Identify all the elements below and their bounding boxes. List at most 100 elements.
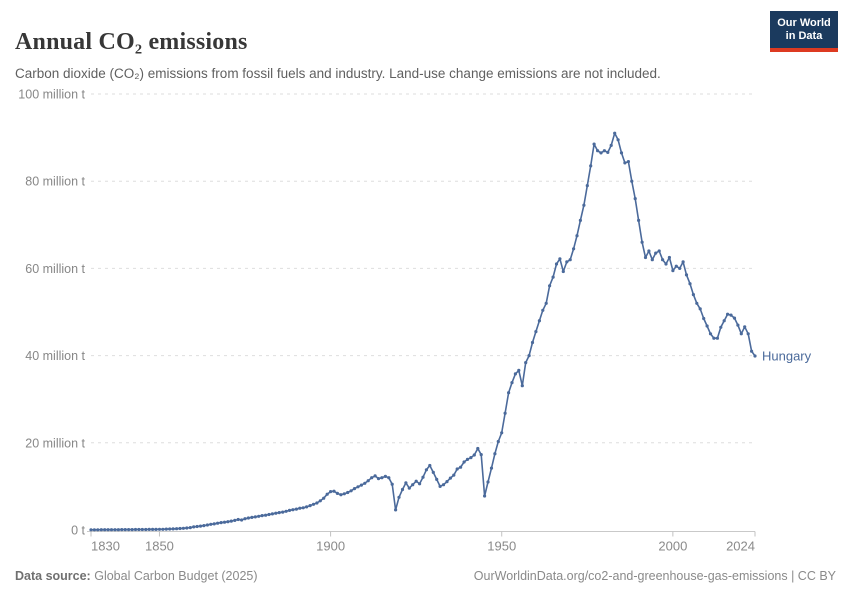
data-point[interactable] [352,487,357,491]
data-point[interactable] [96,528,100,532]
data-point[interactable] [298,506,302,510]
data-point[interactable] [489,466,494,470]
data-point[interactable] [554,262,559,266]
data-point[interactable] [418,482,422,486]
data-point[interactable] [363,481,367,485]
data-point[interactable] [678,266,682,270]
data-point[interactable] [483,494,487,498]
data-point-markers[interactable] [89,131,757,532]
data-point[interactable] [664,262,668,266]
data-point[interactable] [698,307,702,311]
data-point[interactable] [708,332,713,336]
data-point[interactable] [284,509,288,513]
data-point[interactable] [568,258,572,262]
data-point[interactable] [661,258,665,262]
data-point[interactable] [667,255,672,260]
data-point[interactable] [287,508,292,512]
data-point[interactable] [370,476,374,480]
data-point[interactable] [243,517,247,521]
data-point[interactable] [322,496,326,500]
data-point[interactable] [325,492,329,496]
data-point[interactable] [99,528,103,532]
data-point[interactable] [373,474,377,478]
data-point[interactable] [147,527,151,532]
data-point[interactable] [113,528,117,532]
data-point[interactable] [558,257,562,261]
data-point[interactable] [719,325,723,329]
data-point[interactable] [229,519,233,523]
data-point[interactable] [582,203,586,207]
data-point[interactable] [517,368,521,372]
data-point[interactable] [257,514,261,518]
data-point[interactable] [390,482,394,486]
data-point[interactable] [544,301,548,305]
data-point[interactable] [507,391,511,395]
data-point[interactable] [541,308,545,312]
data-point[interactable] [465,457,470,461]
data-point[interactable] [500,431,504,435]
data-point[interactable] [613,131,617,135]
data-point[interactable] [712,336,716,340]
data-point[interactable] [339,493,343,497]
data-point[interactable] [431,470,435,474]
data-point[interactable] [277,510,281,515]
data-point[interactable] [260,514,264,518]
owid-logo[interactable]: Our World in Data [770,11,838,52]
data-point[interactable] [684,273,689,277]
data-point[interactable] [250,515,254,520]
data-point[interactable] [175,527,179,531]
data-point[interactable] [188,526,192,530]
data-point[interactable] [137,527,141,532]
data-point[interactable] [404,481,408,485]
data-point[interactable] [157,527,162,531]
data-point[interactable] [133,527,138,532]
data-point[interactable] [366,479,370,483]
data-point[interactable] [311,502,316,506]
data-point[interactable] [195,524,199,529]
data-point[interactable] [394,508,398,512]
data-point[interactable] [154,527,158,532]
data-point[interactable] [493,452,497,456]
data-point[interactable] [318,499,322,503]
data-point[interactable] [674,264,678,268]
data-point[interactable] [178,526,182,531]
data-point[interactable] [308,504,312,508]
data-point[interactable] [198,524,203,528]
data-point[interactable] [561,269,565,274]
data-point[interactable] [202,524,206,528]
data-point[interactable] [356,485,360,489]
data-point[interactable] [109,528,114,532]
data-point[interactable] [445,480,449,484]
data-point[interactable] [647,249,651,253]
data-point[interactable] [476,446,480,451]
data-point[interactable] [513,372,518,376]
data-point[interactable] [623,161,627,165]
data-point[interactable] [534,330,538,334]
data-point[interactable] [715,336,720,340]
data-point[interactable] [452,473,456,477]
data-point[interactable] [209,522,213,526]
data-point[interactable] [702,316,706,321]
data-point[interactable] [691,293,696,297]
data-point[interactable] [616,138,620,142]
data-point[interactable] [592,142,596,146]
data-point[interactable] [267,512,271,517]
data-point[interactable] [411,483,415,487]
data-point[interactable] [329,490,333,494]
data-point[interactable] [335,491,339,495]
data-point[interactable] [226,520,230,524]
data-point[interactable] [602,149,607,153]
data-point[interactable] [486,480,490,484]
data-point[interactable] [462,460,466,464]
data-point[interactable] [332,489,336,493]
data-point[interactable] [349,489,353,493]
data-point[interactable] [291,508,295,512]
data-point[interactable] [681,260,685,264]
data-point[interactable] [414,479,418,483]
data-point[interactable] [510,381,514,385]
data-point[interactable] [455,467,459,471]
data-point[interactable] [181,526,185,530]
data-point[interactable] [130,528,134,532]
data-point[interactable] [650,258,654,262]
data-point[interactable] [205,523,209,527]
